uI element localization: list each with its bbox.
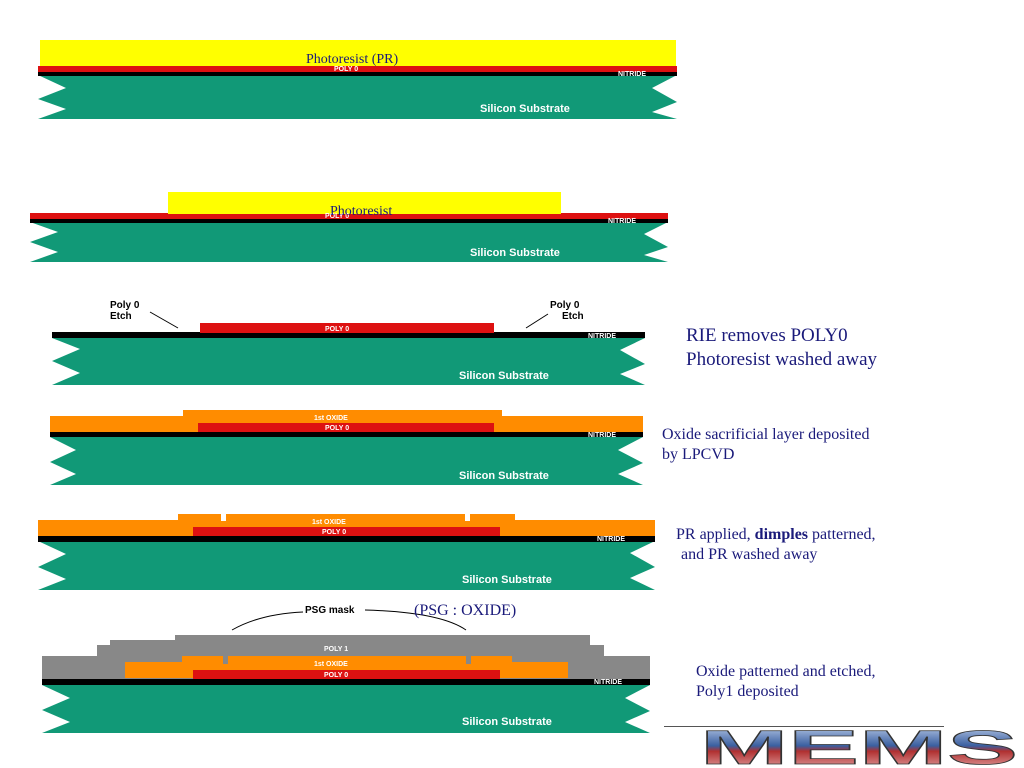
step6-caption: Oxide patterned and etched, Poly1 deposi… bbox=[696, 662, 875, 702]
step5-caption-line2: and PR washed away bbox=[681, 546, 818, 563]
poly0-block bbox=[200, 323, 494, 333]
substrate-label: Silicon Substrate bbox=[462, 574, 552, 586]
mems-logo: MEMS bbox=[700, 728, 1018, 768]
nitride-layer bbox=[50, 432, 643, 437]
mems-logo-text: MEMS bbox=[700, 728, 1018, 768]
step4-caption-line1: Oxide sacrificial layer deposited bbox=[662, 426, 870, 443]
nitride-layer bbox=[38, 71, 677, 76]
step4-caption-line2: by LPCVD bbox=[662, 446, 735, 463]
nitride-label: NITRIDE bbox=[588, 333, 616, 340]
first-oxide-layer bbox=[125, 656, 568, 678]
etch-label-left: Etch bbox=[110, 311, 132, 322]
psg-mask-label: PSG mask bbox=[305, 605, 355, 616]
nitride-layer bbox=[42, 679, 650, 685]
step6-caption-line2: Poly1 deposited bbox=[696, 683, 799, 700]
step2-photoresist-label: Photoresist bbox=[330, 204, 393, 219]
poly0-block bbox=[193, 670, 500, 679]
nitride-layer bbox=[38, 536, 655, 542]
poly0-etch-label-right: Poly 0 bbox=[550, 300, 580, 311]
first-oxide-label: 1st OXIDE bbox=[314, 415, 348, 422]
silicon-substrate bbox=[38, 541, 655, 590]
first-oxide-layer bbox=[50, 410, 643, 432]
substrate-label: Silicon Substrate bbox=[462, 716, 552, 728]
step5-caption-pre: PR applied, bbox=[676, 526, 755, 543]
substrate-label: Silicon Substrate bbox=[459, 370, 549, 382]
substrate-label: Silicon Substrate bbox=[480, 103, 570, 115]
nitride-label: NITRIDE bbox=[608, 218, 636, 225]
first-oxide-label: 1st OXIDE bbox=[312, 519, 346, 526]
step5-caption-bold: dimples bbox=[754, 526, 809, 543]
step1-photoresist-label: Photoresist (PR) bbox=[306, 52, 399, 67]
step5-caption: PR applied, dimples patterned, and PR wa… bbox=[676, 525, 876, 565]
step5-caption-post: patterned, bbox=[808, 526, 876, 543]
nitride-label: NITRIDE bbox=[597, 536, 625, 543]
etch-label-right: Etch bbox=[562, 311, 584, 322]
nitride-layer bbox=[52, 332, 645, 338]
silicon-substrate bbox=[50, 437, 643, 485]
footer-divider bbox=[664, 726, 944, 727]
step3-caption-line1: RIE removes POLY0 bbox=[686, 325, 848, 346]
silicon-substrate bbox=[38, 75, 677, 119]
psg-note: (PSG : OXIDE) bbox=[414, 602, 517, 619]
poly0-etch-label-left: Poly 0 bbox=[110, 300, 140, 311]
poly0-block bbox=[198, 423, 494, 432]
poly0-label: POLY 0 bbox=[325, 425, 349, 432]
substrate-label: Silicon Substrate bbox=[459, 470, 549, 482]
step5-caption-line1: PR applied, dimples patterned, bbox=[676, 525, 876, 545]
step6-caption-line1: Oxide patterned and etched, bbox=[696, 663, 876, 680]
etch-arrow-right bbox=[525, 313, 549, 329]
nitride-label: NITRIDE bbox=[594, 679, 622, 686]
etch-arrow-left bbox=[149, 311, 179, 329]
silicon-substrate bbox=[30, 222, 668, 262]
first-oxide-label: 1st OXIDE bbox=[314, 661, 348, 668]
dimple-right bbox=[465, 514, 470, 521]
dimple-left bbox=[221, 514, 226, 521]
poly0-label: POLY 0 bbox=[325, 326, 349, 333]
nitride-label: NITRIDE bbox=[588, 432, 616, 439]
substrate-label: Silicon Substrate bbox=[470, 247, 560, 259]
silicon-substrate bbox=[52, 338, 645, 385]
poly0-block bbox=[193, 527, 500, 536]
poly0-label: POLY 0 bbox=[324, 672, 348, 679]
poly1-layer bbox=[42, 635, 650, 679]
step4-caption: Oxide sacrificial layer deposited by LPC… bbox=[662, 425, 869, 465]
step3-caption-line2: Photoresist washed away bbox=[686, 348, 878, 370]
poly0-label: POLY 0 bbox=[322, 529, 346, 536]
first-oxide-layer bbox=[38, 514, 655, 536]
silicon-substrate bbox=[42, 685, 650, 733]
dimple-left bbox=[223, 656, 228, 664]
nitride-label: NITRIDE bbox=[618, 71, 646, 78]
poly1-label: POLY 1 bbox=[324, 646, 348, 653]
psg-arrow-left bbox=[231, 611, 304, 631]
step3-caption: RIE removes POLY0 Photoresist washed awa… bbox=[686, 324, 877, 372]
dimple-right bbox=[466, 656, 471, 664]
